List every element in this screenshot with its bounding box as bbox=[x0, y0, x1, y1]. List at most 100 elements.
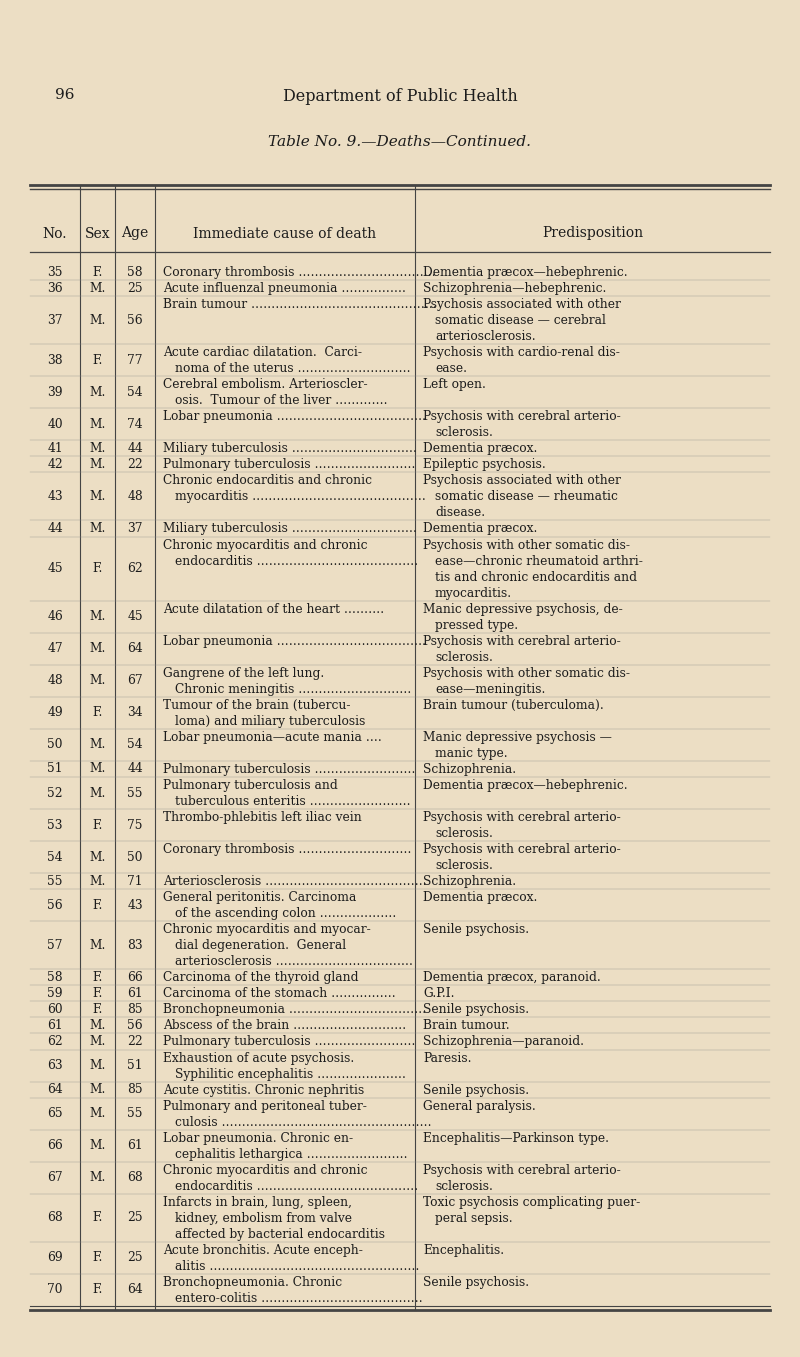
Text: M.: M. bbox=[90, 385, 106, 399]
Text: Dementia præcox.: Dementia præcox. bbox=[423, 442, 538, 456]
Text: 54: 54 bbox=[127, 738, 143, 752]
Text: 70: 70 bbox=[47, 1284, 62, 1296]
Text: Epileptic psychosis.: Epileptic psychosis. bbox=[423, 459, 546, 471]
Text: Cerebral embolism. Arterioscler-: Cerebral embolism. Arterioscler- bbox=[163, 379, 368, 391]
Text: peral sepsis.: peral sepsis. bbox=[435, 1212, 513, 1225]
Text: affected by bacterial endocarditis: affected by bacterial endocarditis bbox=[175, 1228, 385, 1240]
Text: F.: F. bbox=[92, 266, 102, 278]
Text: Abscess of the brain ……………………….: Abscess of the brain ………………………. bbox=[163, 1019, 406, 1033]
Text: ease—meningitis.: ease—meningitis. bbox=[435, 683, 546, 696]
Text: culosis …………………………………………….: culosis ……………………………………………. bbox=[175, 1115, 431, 1129]
Text: 40: 40 bbox=[47, 418, 63, 430]
Text: M.: M. bbox=[90, 313, 106, 327]
Text: sclerosis.: sclerosis. bbox=[435, 426, 493, 440]
Text: Acute bronchitis. Acute enceph-: Acute bronchitis. Acute enceph- bbox=[163, 1244, 363, 1257]
Text: Acute cardiac dilatation.  Carci-: Acute cardiac dilatation. Carci- bbox=[163, 346, 362, 360]
Text: of the ascending colon ……………….: of the ascending colon ………………. bbox=[175, 908, 396, 920]
Text: 58: 58 bbox=[127, 266, 143, 278]
Text: sclerosis.: sclerosis. bbox=[435, 651, 493, 664]
Text: Paresis.: Paresis. bbox=[423, 1052, 471, 1064]
Text: 52: 52 bbox=[47, 787, 63, 799]
Text: Chronic endocarditis and chronic: Chronic endocarditis and chronic bbox=[163, 475, 372, 487]
Text: Infarcts in brain, lung, spleen,: Infarcts in brain, lung, spleen, bbox=[163, 1196, 352, 1209]
Text: 22: 22 bbox=[127, 1035, 143, 1048]
Text: 64: 64 bbox=[127, 642, 143, 655]
Text: 62: 62 bbox=[127, 562, 143, 575]
Text: 65: 65 bbox=[47, 1107, 63, 1120]
Text: Chronic myocarditis and chronic: Chronic myocarditis and chronic bbox=[163, 539, 367, 551]
Text: cephalitis lethargica …………………….: cephalitis lethargica ……………………. bbox=[175, 1148, 407, 1160]
Text: 67: 67 bbox=[47, 1171, 63, 1185]
Text: Psychosis associated with other: Psychosis associated with other bbox=[423, 475, 621, 487]
Text: 57: 57 bbox=[47, 939, 62, 951]
Text: 37: 37 bbox=[127, 522, 142, 535]
Text: Senile psychosis.: Senile psychosis. bbox=[423, 923, 529, 936]
Text: Gangrene of the left lung.: Gangrene of the left lung. bbox=[163, 666, 324, 680]
Text: 43: 43 bbox=[127, 898, 143, 912]
Text: M.: M. bbox=[90, 457, 106, 471]
Text: Pulmonary tuberculosis and: Pulmonary tuberculosis and bbox=[163, 779, 338, 792]
Text: Acute cystitis. Chronic nephritis: Acute cystitis. Chronic nephritis bbox=[163, 1084, 364, 1096]
Text: 56: 56 bbox=[127, 1019, 143, 1031]
Text: 75: 75 bbox=[127, 818, 142, 832]
Text: 85: 85 bbox=[127, 1083, 143, 1096]
Text: F.: F. bbox=[92, 987, 102, 1000]
Text: General paralysis.: General paralysis. bbox=[423, 1099, 536, 1113]
Text: sclerosis.: sclerosis. bbox=[435, 826, 493, 840]
Text: Dementia præcox.: Dementia præcox. bbox=[423, 522, 538, 536]
Text: Psychosis with cerebral arterio-: Psychosis with cerebral arterio- bbox=[423, 811, 621, 824]
Text: Coronary thrombosis ……………………….: Coronary thrombosis ………………………. bbox=[163, 843, 411, 856]
Text: 63: 63 bbox=[47, 1058, 63, 1072]
Text: F.: F. bbox=[92, 1284, 102, 1296]
Text: Dementia præcox.: Dementia præcox. bbox=[423, 892, 538, 904]
Text: tuberculous enteritis …………………….: tuberculous enteritis ……………………. bbox=[175, 795, 410, 807]
Text: 38: 38 bbox=[47, 354, 63, 366]
Text: M.: M. bbox=[90, 1139, 106, 1152]
Text: M.: M. bbox=[90, 442, 106, 455]
Text: entero-colitis ………………………………….: entero-colitis …………………………………. bbox=[175, 1292, 422, 1305]
Text: M.: M. bbox=[90, 1107, 106, 1120]
Text: 68: 68 bbox=[127, 1171, 143, 1185]
Text: Acute dilatation of the heart ……….: Acute dilatation of the heart ………. bbox=[163, 603, 384, 616]
Text: 59: 59 bbox=[47, 987, 63, 1000]
Text: Senile psychosis.: Senile psychosis. bbox=[423, 1003, 529, 1016]
Text: 37: 37 bbox=[47, 313, 62, 327]
Text: Psychosis associated with other: Psychosis associated with other bbox=[423, 299, 621, 311]
Text: 61: 61 bbox=[47, 1019, 63, 1031]
Text: Syphilitic encephalitis ………………….: Syphilitic encephalitis …………………. bbox=[175, 1068, 406, 1080]
Text: F.: F. bbox=[92, 1003, 102, 1016]
Text: Sex: Sex bbox=[85, 227, 110, 240]
Text: Arteriosclerosis ………………………………….: Arteriosclerosis …………………………………. bbox=[163, 875, 426, 889]
Text: 61: 61 bbox=[127, 987, 143, 1000]
Text: Dementia præcox—hebephrenic.: Dementia præcox—hebephrenic. bbox=[423, 779, 628, 792]
Text: Carcinoma of the stomach …………….: Carcinoma of the stomach ……………. bbox=[163, 988, 396, 1000]
Text: 74: 74 bbox=[127, 418, 143, 430]
Text: kidney, embolism from valve: kidney, embolism from valve bbox=[175, 1212, 352, 1225]
Text: Dementia præcox—hebephrenic.: Dementia præcox—hebephrenic. bbox=[423, 266, 628, 280]
Text: disease.: disease. bbox=[435, 506, 485, 520]
Text: Miliary tuberculosis ………………………….: Miliary tuberculosis …………………………. bbox=[163, 442, 417, 456]
Text: Lobar pneumonia ……………………………….: Lobar pneumonia ………………………………. bbox=[163, 410, 426, 423]
Text: sclerosis.: sclerosis. bbox=[435, 859, 493, 873]
Text: 45: 45 bbox=[47, 562, 63, 575]
Text: 56: 56 bbox=[127, 313, 143, 327]
Text: manic type.: manic type. bbox=[435, 746, 508, 760]
Text: Coronary thrombosis …………………………….: Coronary thrombosis ……………………………. bbox=[163, 266, 436, 280]
Text: 66: 66 bbox=[47, 1139, 63, 1152]
Text: 50: 50 bbox=[47, 738, 62, 752]
Text: somatic disease — cerebral: somatic disease — cerebral bbox=[435, 313, 606, 327]
Text: 60: 60 bbox=[47, 1003, 63, 1016]
Text: 48: 48 bbox=[127, 490, 143, 503]
Text: M.: M. bbox=[90, 611, 106, 623]
Text: Psychosis with cardio-renal dis-: Psychosis with cardio-renal dis- bbox=[423, 346, 620, 360]
Text: M.: M. bbox=[90, 418, 106, 430]
Text: dial degeneration.  General: dial degeneration. General bbox=[175, 939, 346, 953]
Text: 54: 54 bbox=[47, 851, 63, 863]
Text: 25: 25 bbox=[127, 1212, 143, 1224]
Text: 61: 61 bbox=[127, 1139, 143, 1152]
Text: 34: 34 bbox=[127, 707, 143, 719]
Text: 48: 48 bbox=[47, 674, 63, 687]
Text: M.: M. bbox=[90, 1083, 106, 1096]
Text: 67: 67 bbox=[127, 674, 143, 687]
Text: 51: 51 bbox=[47, 763, 62, 775]
